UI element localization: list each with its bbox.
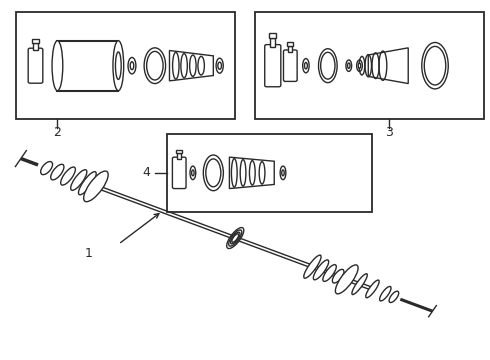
Ellipse shape (389, 291, 399, 302)
Polygon shape (229, 157, 274, 189)
Ellipse shape (190, 166, 196, 180)
Bar (270, 38, 275, 47)
Ellipse shape (318, 49, 337, 83)
Bar (288, 46, 292, 52)
Bar (288, 42, 293, 46)
Ellipse shape (206, 159, 221, 187)
Ellipse shape (192, 170, 194, 176)
Ellipse shape (144, 48, 166, 84)
Ellipse shape (216, 58, 223, 73)
Ellipse shape (116, 52, 121, 80)
Ellipse shape (203, 155, 223, 191)
Text: 2: 2 (53, 126, 61, 139)
Ellipse shape (78, 172, 96, 195)
Polygon shape (368, 48, 408, 84)
Ellipse shape (230, 232, 240, 244)
Ellipse shape (52, 41, 63, 91)
Bar (32, 39, 39, 43)
Ellipse shape (313, 260, 329, 280)
Ellipse shape (352, 274, 368, 294)
Ellipse shape (280, 166, 286, 180)
Ellipse shape (332, 269, 344, 283)
Ellipse shape (130, 62, 134, 69)
Ellipse shape (366, 280, 379, 298)
Ellipse shape (50, 164, 64, 180)
Ellipse shape (113, 41, 123, 91)
Ellipse shape (347, 63, 350, 68)
Bar (57, 41, 118, 91)
Bar (33, 43, 38, 50)
Ellipse shape (227, 228, 244, 248)
Ellipse shape (335, 265, 358, 294)
Ellipse shape (71, 170, 87, 190)
Ellipse shape (346, 60, 352, 71)
Ellipse shape (303, 59, 309, 73)
Ellipse shape (357, 60, 363, 71)
Ellipse shape (41, 162, 52, 175)
Text: 1: 1 (85, 247, 93, 260)
Ellipse shape (84, 171, 108, 202)
Ellipse shape (320, 52, 335, 79)
Bar (177, 153, 181, 159)
Bar (255, 12, 484, 119)
Ellipse shape (282, 170, 284, 176)
Ellipse shape (358, 63, 361, 68)
Ellipse shape (218, 62, 221, 69)
FancyBboxPatch shape (172, 157, 186, 189)
Ellipse shape (380, 287, 391, 301)
Ellipse shape (61, 167, 75, 185)
Bar (16, 12, 235, 119)
Ellipse shape (323, 265, 336, 282)
Ellipse shape (304, 255, 321, 278)
Ellipse shape (128, 58, 136, 74)
Text: 3: 3 (385, 126, 392, 139)
FancyBboxPatch shape (265, 45, 281, 87)
Polygon shape (170, 50, 213, 81)
Bar (176, 149, 182, 153)
Ellipse shape (422, 42, 448, 89)
Ellipse shape (304, 63, 307, 69)
Bar (269, 33, 276, 38)
Bar (167, 134, 372, 212)
Ellipse shape (424, 46, 446, 85)
FancyBboxPatch shape (284, 50, 297, 81)
Ellipse shape (147, 51, 163, 80)
FancyBboxPatch shape (28, 48, 43, 83)
Ellipse shape (229, 230, 242, 246)
Ellipse shape (232, 234, 239, 242)
Text: 4: 4 (143, 166, 150, 179)
